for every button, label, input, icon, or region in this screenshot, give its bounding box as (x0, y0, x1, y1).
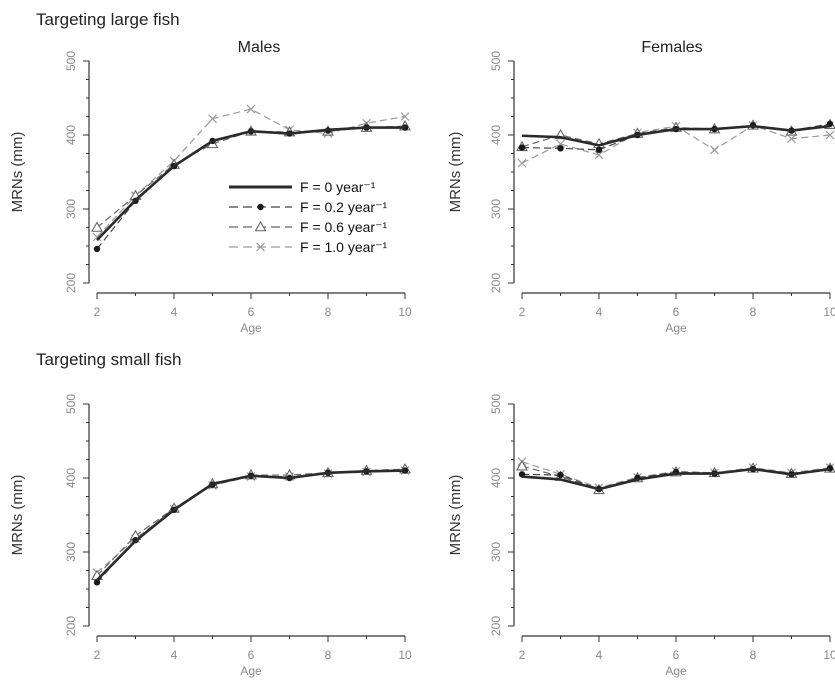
y-tick-label: 300 (489, 542, 503, 562)
series-line-2 (96, 470, 406, 583)
legend-label-1: F = 0 year⁻¹ (300, 179, 376, 195)
data-point-series-3 (516, 460, 528, 471)
x-tick-label: 4 (171, 305, 178, 319)
legend-label-4: F = 1.0 year⁻¹ (300, 239, 387, 255)
legend-marker-4 (256, 242, 265, 252)
y-tick-label: 400 (489, 468, 503, 488)
y-tick-label: 500 (64, 394, 78, 414)
x-axis-title: Age (665, 664, 687, 678)
panel-title: Females (641, 39, 702, 56)
data-point-series-4 (400, 112, 410, 121)
data-point-series-3 (91, 221, 103, 232)
series-line-1 (96, 469, 406, 582)
section-title-small-fish: Targeting small fish (36, 350, 182, 369)
y-tick-label: 400 (64, 125, 78, 145)
y-tick-label: 500 (489, 394, 503, 414)
data-point-series-2 (93, 579, 101, 586)
data-point-series-4 (556, 139, 565, 149)
data-point-series-2 (93, 245, 101, 253)
x-axis-title: Age (240, 664, 262, 678)
x-tick-label: 4 (171, 648, 178, 662)
data-point-series-4 (517, 158, 527, 168)
data-point-series-2 (557, 471, 564, 479)
data-point-series-2 (518, 144, 526, 151)
x-tick-label: 10 (398, 305, 412, 319)
y-axis-title: MRNs (mm) (447, 475, 464, 556)
legend-marker-3 (254, 220, 267, 232)
chart-panel-1: 200 300 400 500 2 4 6 8 10 Age MRNs (mm) Males (9, 39, 412, 335)
x-tick-label: 6 (248, 305, 255, 319)
y-axis-title: MRNs (mm) (447, 132, 464, 213)
x-tick-label: 6 (673, 648, 680, 662)
x-tick-label: 4 (596, 648, 603, 662)
y-tick-label: 200 (64, 273, 78, 293)
data-point-series-4 (208, 114, 217, 124)
y-tick-label: 300 (64, 542, 78, 562)
legend: F = 0 year⁻¹ F = 0.2 year⁻¹ F = 0.6 year⁻¹… (229, 179, 387, 255)
legend-label-2: F = 0.2 year⁻¹ (300, 199, 387, 215)
y-tick-label: 200 (489, 273, 503, 293)
y-tick-label: 400 (489, 125, 503, 145)
legend-marker-2 (257, 203, 264, 211)
y-axis-title: MRNs (mm) (9, 475, 26, 556)
data-point-series-4 (825, 130, 835, 140)
x-tick-label: 8 (750, 305, 757, 319)
x-tick-label: 8 (750, 648, 757, 662)
y-tick-label: 200 (489, 616, 503, 636)
data-point-series-4 (92, 232, 102, 242)
y-tick-label: 200 (64, 616, 78, 636)
series-line-4 (96, 470, 406, 574)
series-line-1 (521, 124, 831, 147)
y-tick-label: 400 (64, 468, 78, 488)
x-axis-title: Age (240, 321, 262, 335)
data-point-series-2 (595, 146, 603, 153)
x-tick-label: 2 (94, 305, 101, 319)
series-line-3 (96, 468, 406, 577)
x-tick-label: 2 (519, 648, 526, 662)
data-point-series-2 (401, 467, 409, 474)
section-title-large-fish: Targeting large fish (36, 10, 180, 29)
x-tick-label: 8 (325, 648, 332, 662)
legend-label-3: F = 0.6 year⁻¹ (300, 219, 387, 235)
x-tick-label: 10 (823, 305, 835, 319)
series-line-1 (521, 467, 831, 491)
y-tick-label: 500 (64, 51, 78, 71)
chart-panel-2: 200 300 400 500 2 4 6 8 10 Age MRNs (mm) Females (447, 39, 835, 335)
data-point-series-4 (246, 104, 256, 114)
x-tick-label: 4 (596, 305, 603, 319)
x-tick-label: 2 (519, 305, 526, 319)
data-point-series-4 (710, 145, 719, 155)
x-tick-label: 8 (325, 305, 332, 319)
y-tick-label: 300 (64, 199, 78, 219)
x-tick-label: 6 (248, 648, 255, 662)
chart-panel-4: 200 300 400 500 2 4 6 8 10 Age MRNs (mm) (447, 394, 835, 678)
x-tick-label: 10 (398, 648, 412, 662)
x-tick-label: 6 (673, 305, 680, 319)
chart-panel-3: 200 300 400 500 2 4 6 8 10 Age MRNs (mm) (9, 394, 412, 678)
y-tick-label: 500 (489, 51, 503, 71)
y-axis-title: MRNs (mm) (9, 132, 26, 213)
panel-title: Males (238, 39, 281, 56)
data-point-series-4 (594, 150, 604, 160)
series-line-1 (96, 126, 405, 241)
data-point-series-2 (557, 145, 564, 152)
series-line-4 (96, 108, 406, 238)
x-tick-label: 2 (94, 648, 101, 662)
x-axis-title: Age (665, 321, 687, 335)
data-point-series-4 (787, 134, 796, 144)
x-tick-label: 10 (823, 648, 835, 662)
y-tick-label: 300 (489, 199, 503, 219)
